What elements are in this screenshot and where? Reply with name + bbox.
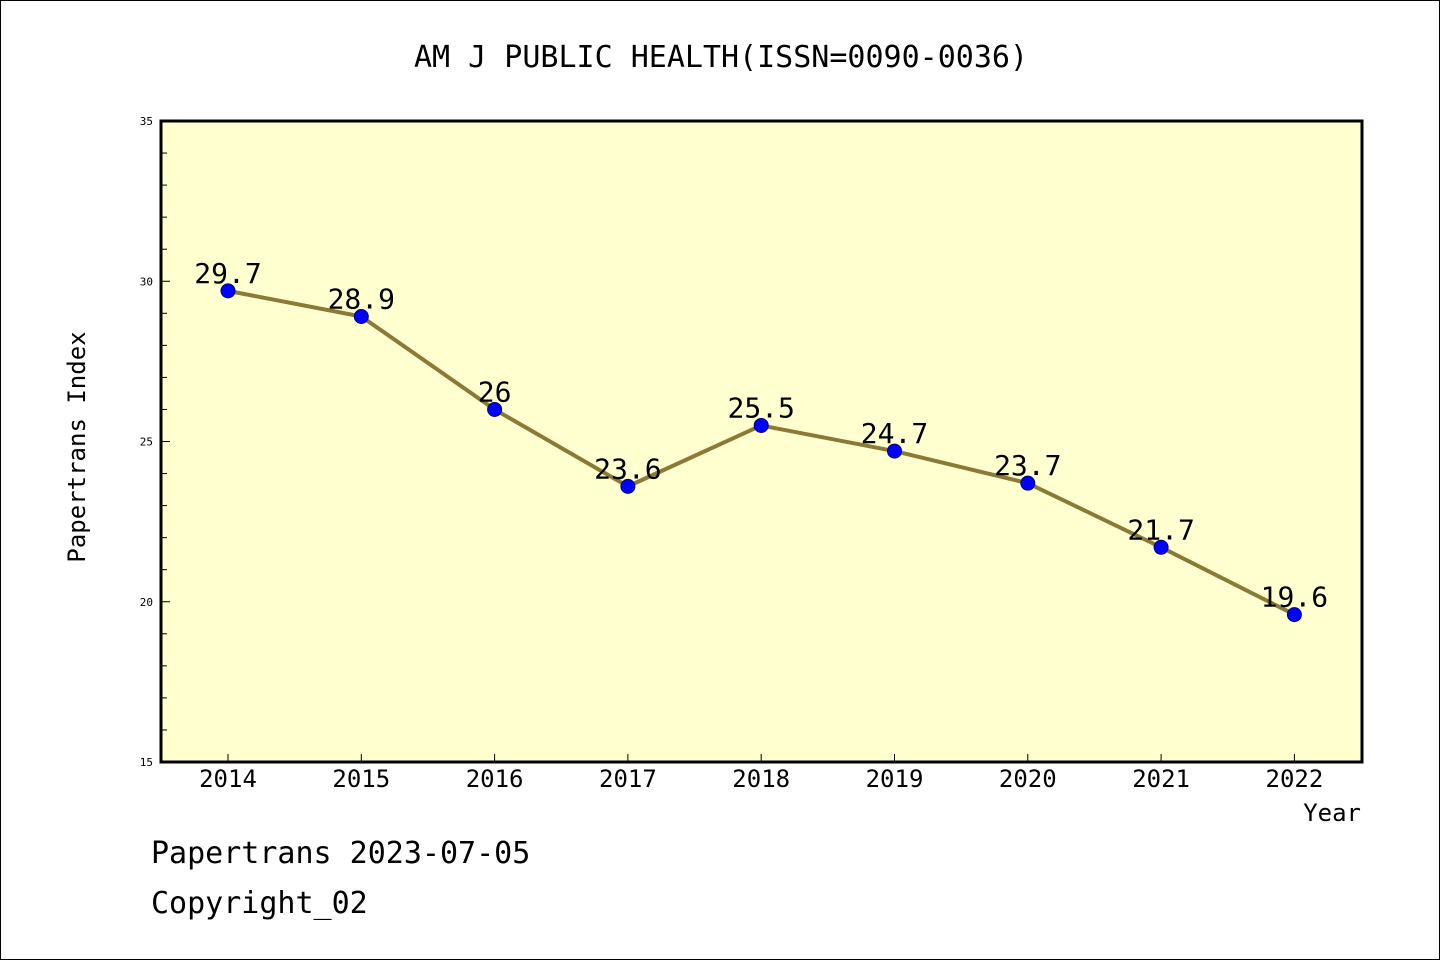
x-tick-label: 2019 <box>866 765 924 793</box>
y-tick-label: 15 <box>140 756 153 769</box>
data-markers <box>220 283 1302 623</box>
x-tick-label: 2017 <box>599 765 657 793</box>
data-label: 25.5 <box>727 391 794 424</box>
x-axis-ticks: 2014 2015 2016 2017 2018 2019 2020 2021 2022 <box>199 754 1323 793</box>
generated-date-text: Papertrans 2023-07-05 <box>151 836 531 871</box>
data-label: 19.6 <box>1261 581 1328 614</box>
data-label: 23.7 <box>994 449 1061 482</box>
data-point <box>487 401 503 417</box>
y-tick-label: 25 <box>140 436 153 449</box>
x-tick-label: 2014 <box>199 765 257 793</box>
y-axis-label: Papertrans Index <box>63 331 91 562</box>
data-point <box>353 309 369 325</box>
data-point <box>1020 475 1036 491</box>
data-point <box>887 443 902 459</box>
data-label: 28.9 <box>328 283 395 316</box>
data-point <box>1153 539 1169 555</box>
x-tick-label: 2016 <box>466 765 524 793</box>
data-point <box>753 417 769 433</box>
data-labels: 29.7 28.9 26 23.6 25.5 24.7 23.7 21.7 19.6 <box>194 257 1328 614</box>
data-label: 26 <box>478 375 512 408</box>
data-label: 21.7 <box>1127 513 1194 546</box>
y-tick-label: 35 <box>140 115 153 128</box>
data-label: 23.6 <box>594 452 661 485</box>
y-tick-label: 20 <box>140 596 153 609</box>
chart-title: AM J PUBLIC HEALTH(ISSN=0090-0036) <box>414 40 1028 75</box>
x-tick-label: 2018 <box>732 765 790 793</box>
y-axis-ticks: 15 20 25 30 35 <box>140 115 170 769</box>
data-point <box>620 478 636 494</box>
y-tick-label: 30 <box>140 275 153 288</box>
data-point <box>1286 607 1302 623</box>
x-axis-label: Year <box>1303 799 1361 827</box>
x-tick-label: 2015 <box>332 765 390 793</box>
x-tick-label: 2021 <box>1132 765 1190 793</box>
x-tick-label: 2022 <box>1266 765 1324 793</box>
copyright-text: Copyright_02 <box>151 886 368 921</box>
x-tick-label: 2020 <box>999 765 1057 793</box>
data-label: 29.7 <box>194 257 261 290</box>
data-point <box>220 283 236 299</box>
data-label: 24.7 <box>861 417 928 450</box>
plot-area <box>159 119 1364 764</box>
